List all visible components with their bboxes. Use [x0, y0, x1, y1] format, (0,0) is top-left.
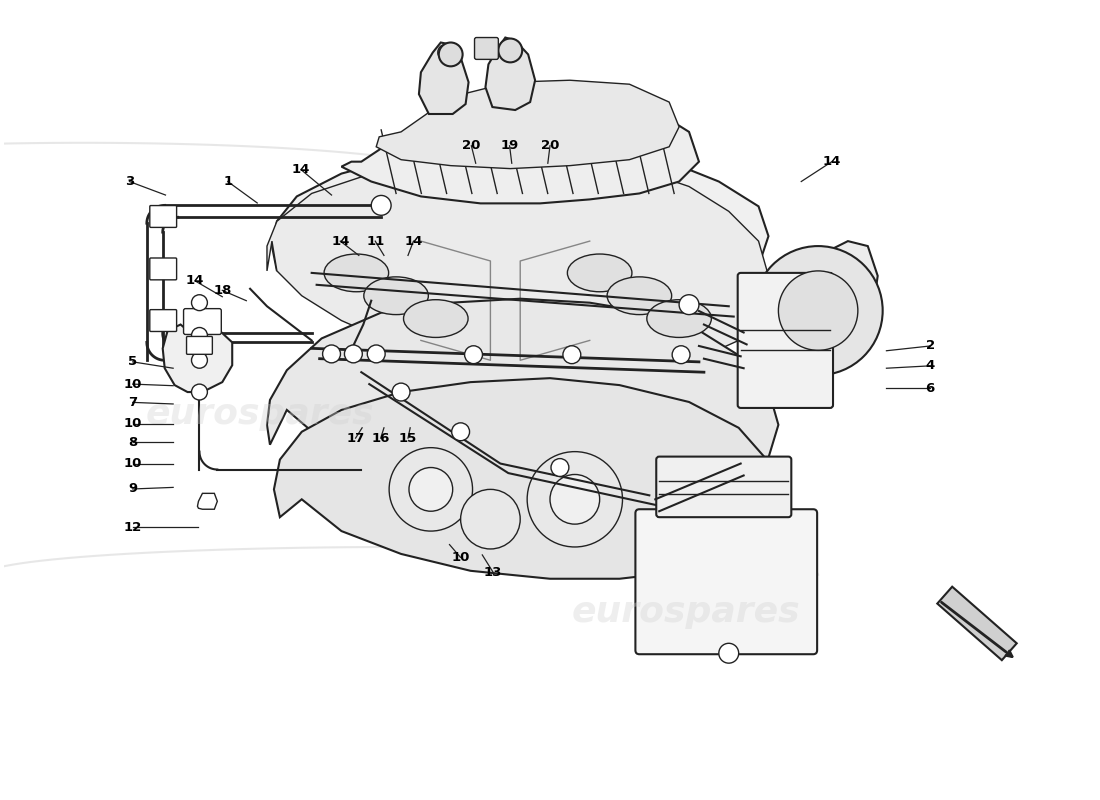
Text: 14: 14	[823, 155, 842, 168]
Polygon shape	[419, 42, 469, 114]
Circle shape	[191, 352, 208, 368]
Text: 14: 14	[292, 163, 310, 176]
Text: 13: 13	[484, 566, 503, 579]
Circle shape	[191, 384, 208, 400]
Circle shape	[191, 327, 208, 343]
Text: 20: 20	[462, 139, 481, 152]
Circle shape	[718, 643, 739, 663]
Circle shape	[344, 345, 362, 363]
FancyBboxPatch shape	[150, 310, 177, 331]
Polygon shape	[267, 298, 779, 502]
Polygon shape	[485, 38, 535, 110]
Circle shape	[392, 383, 410, 401]
FancyBboxPatch shape	[474, 38, 498, 59]
Polygon shape	[267, 157, 769, 372]
Polygon shape	[376, 80, 679, 169]
Text: 12: 12	[123, 521, 142, 534]
Text: 19: 19	[500, 139, 519, 152]
Text: 17: 17	[346, 432, 365, 445]
Ellipse shape	[647, 300, 712, 338]
Text: 10: 10	[451, 550, 470, 564]
Circle shape	[563, 346, 581, 364]
Text: 9: 9	[129, 482, 138, 495]
Polygon shape	[274, 378, 779, 578]
Circle shape	[679, 294, 699, 314]
Text: 4: 4	[925, 359, 935, 372]
Polygon shape	[287, 146, 728, 329]
Circle shape	[452, 423, 470, 441]
Circle shape	[779, 271, 858, 350]
Polygon shape	[198, 494, 218, 510]
FancyBboxPatch shape	[187, 337, 212, 354]
FancyBboxPatch shape	[738, 273, 833, 408]
Text: 3: 3	[124, 175, 134, 188]
Circle shape	[322, 345, 341, 363]
Text: 20: 20	[541, 139, 559, 152]
Text: 6: 6	[925, 382, 935, 394]
Ellipse shape	[324, 254, 388, 292]
Ellipse shape	[568, 254, 631, 292]
Text: 10: 10	[123, 457, 142, 470]
Circle shape	[438, 45, 453, 60]
Polygon shape	[750, 241, 878, 390]
Circle shape	[464, 346, 483, 364]
Polygon shape	[272, 146, 769, 333]
FancyBboxPatch shape	[184, 309, 221, 334]
Polygon shape	[163, 325, 232, 392]
Polygon shape	[937, 586, 1016, 660]
Circle shape	[409, 467, 453, 511]
FancyBboxPatch shape	[636, 510, 817, 654]
Text: 2: 2	[925, 339, 935, 353]
Ellipse shape	[607, 277, 672, 314]
Text: 8: 8	[128, 436, 138, 449]
Circle shape	[191, 294, 208, 310]
Text: 16: 16	[372, 432, 389, 445]
FancyBboxPatch shape	[150, 206, 177, 227]
Text: eurospares: eurospares	[572, 595, 801, 630]
Circle shape	[389, 448, 473, 531]
Ellipse shape	[404, 300, 469, 338]
Text: 14: 14	[405, 234, 422, 248]
Text: 18: 18	[213, 284, 231, 297]
Circle shape	[367, 345, 385, 363]
Circle shape	[551, 458, 569, 477]
Text: 10: 10	[123, 378, 142, 390]
Text: 7: 7	[129, 396, 138, 409]
Ellipse shape	[364, 277, 428, 314]
Circle shape	[754, 246, 882, 375]
Text: 5: 5	[129, 355, 138, 368]
Circle shape	[550, 474, 600, 524]
Circle shape	[439, 42, 463, 66]
Circle shape	[503, 39, 518, 55]
Circle shape	[527, 452, 623, 547]
Text: 14: 14	[331, 234, 350, 248]
Text: eurospares: eurospares	[146, 397, 374, 431]
Circle shape	[372, 195, 392, 215]
FancyBboxPatch shape	[657, 457, 791, 517]
Text: 15: 15	[399, 432, 417, 445]
Text: 14: 14	[186, 274, 205, 287]
Circle shape	[461, 490, 520, 549]
Text: 1: 1	[223, 175, 232, 188]
Text: 10: 10	[123, 418, 142, 430]
Circle shape	[672, 346, 690, 364]
Text: 11: 11	[366, 234, 384, 248]
FancyBboxPatch shape	[150, 258, 177, 280]
Circle shape	[498, 38, 522, 62]
Polygon shape	[341, 87, 698, 203]
